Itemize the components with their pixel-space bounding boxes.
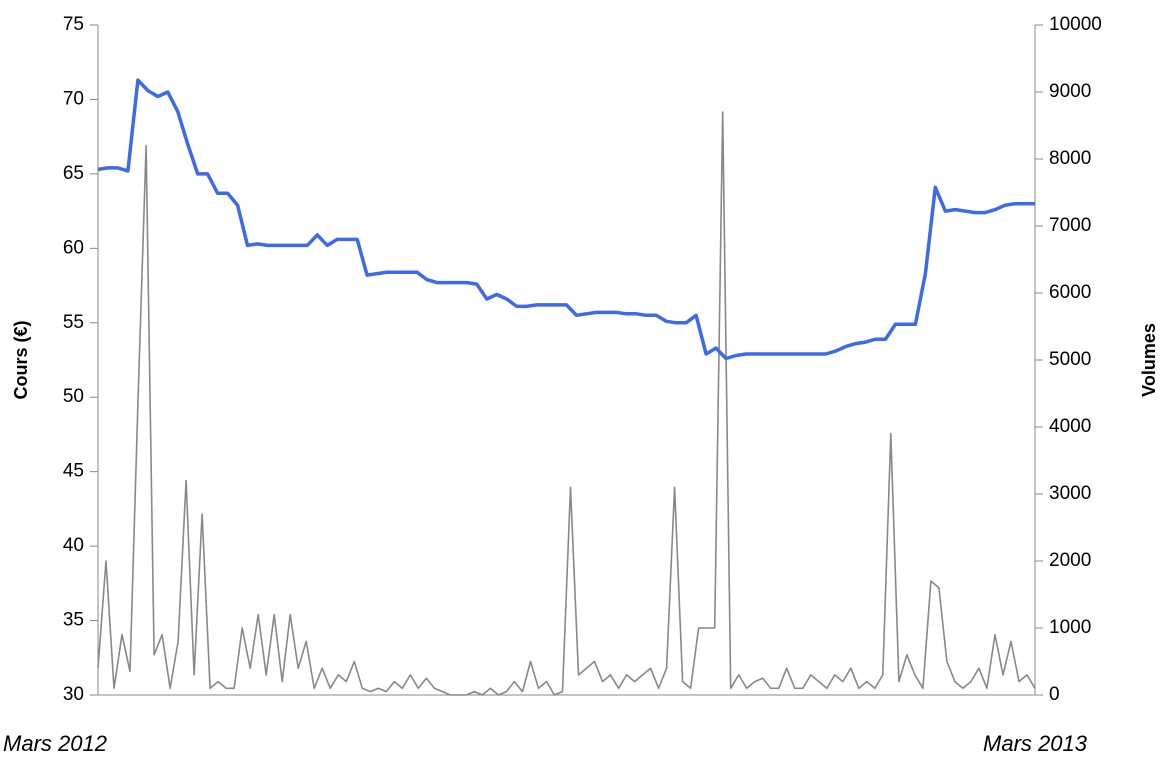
- y-tick-label: 75: [63, 14, 84, 35]
- line-price: [97, 78, 1035, 361]
- y-tick-label: 70: [63, 88, 84, 109]
- y-axis-title: Cours (€): [11, 320, 31, 399]
- y-tick-label: 50: [63, 386, 84, 407]
- y-tick-label: 40: [63, 535, 84, 556]
- y2-tick-label: 7000: [1049, 215, 1091, 236]
- x-label: Mars 2013: [983, 731, 1088, 756]
- x-label: Mars 2012: [3, 731, 107, 756]
- y2-tick-label: 2000: [1049, 550, 1091, 571]
- y2-tick-label: 10000: [1049, 14, 1102, 35]
- line-volume: [97, 111, 1036, 696]
- y2-tick-label: 6000: [1049, 282, 1091, 303]
- y2-tick-label: 4000: [1049, 416, 1091, 437]
- y-tick-label: 30: [63, 684, 84, 705]
- y-tick-label: 65: [63, 163, 84, 184]
- y-tick-label: 55: [63, 312, 84, 333]
- y2-tick-label: 1000: [1049, 617, 1091, 638]
- y-tick-label: 35: [63, 610, 84, 631]
- y2-tick-label: 9000: [1049, 81, 1091, 102]
- y2-tick-label: 8000: [1049, 148, 1091, 169]
- y-tick-label: 45: [63, 461, 84, 482]
- y2-tick-label: 5000: [1049, 349, 1091, 370]
- y2-tick-label: 0: [1049, 684, 1060, 705]
- y2-tick-label: 3000: [1049, 483, 1091, 504]
- y-tick-label: 60: [63, 237, 84, 258]
- y2-axis-title: Volumes: [1139, 323, 1159, 397]
